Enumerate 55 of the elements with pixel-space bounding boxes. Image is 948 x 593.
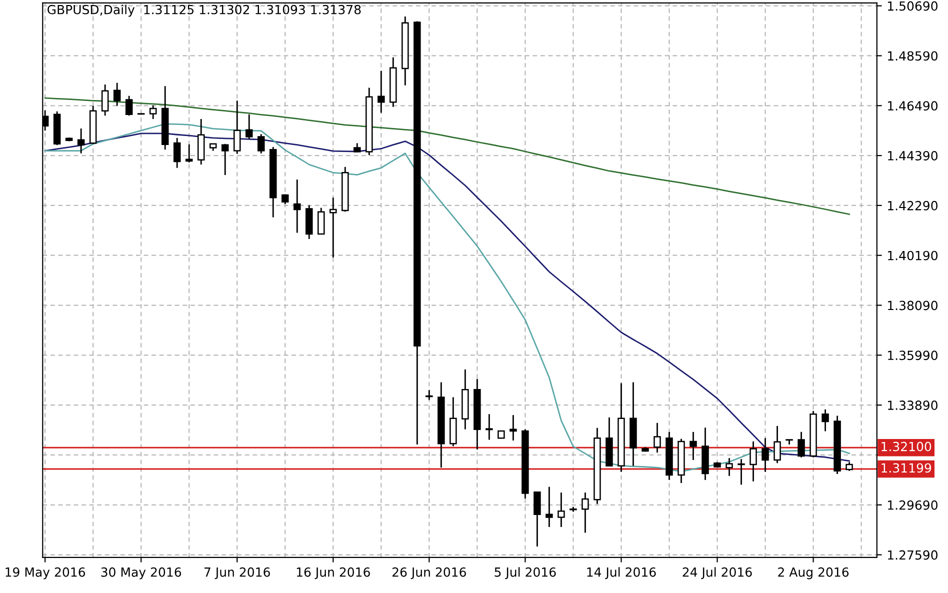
- candlestick: [786, 439, 793, 446]
- candlestick: [221, 143, 229, 176]
- x-tick-label: 30 May 2016: [101, 567, 182, 580]
- candlestick: [558, 492, 565, 528]
- ref-line-label: 1.32100: [882, 442, 932, 452]
- candlestick: [774, 425, 781, 464]
- x-tick-label: 16 Jun 2016: [296, 567, 370, 580]
- candlestick: [486, 413, 493, 440]
- y-tick-label: 1.44390: [888, 151, 938, 160]
- candlestick: [426, 389, 433, 401]
- y-tick-label: 1.46490: [888, 101, 938, 111]
- chart-title: GBPUSD,Daily 1.31125 1.31302 1.31093 1.31378: [48, 4, 361, 17]
- candlestick: [257, 133, 265, 154]
- candlestick: [101, 84, 109, 116]
- y-tick-label: 1.27590: [888, 550, 938, 560]
- y-tick-label: 1.35990: [888, 350, 938, 360]
- y-tick-label: 1.29690: [888, 500, 938, 510]
- candlestick: [113, 82, 121, 107]
- candlestick: [318, 207, 325, 235]
- y-tick-label: 1.38090: [888, 300, 938, 310]
- candlestick: [546, 486, 553, 528]
- candlestick: [294, 178, 301, 234]
- candlestick: [534, 491, 541, 548]
- candlestick: [149, 104, 157, 120]
- candlestick: [750, 440, 757, 482]
- x-tick-label: 26 Jun 2016: [392, 567, 466, 580]
- candlestick: [173, 137, 181, 169]
- candlestick: [330, 196, 337, 258]
- candlestick: [245, 114, 253, 140]
- candlestick: [726, 457, 733, 477]
- x-tick-label: 5 Jul 2016: [494, 567, 556, 580]
- candlestick: [762, 437, 769, 473]
- candlestick: [798, 431, 805, 458]
- candlestick: [378, 70, 385, 114]
- y-tick-label: 1.48590: [888, 51, 938, 61]
- candlestick: [77, 128, 85, 154]
- candlestick: [690, 431, 697, 461]
- candlestick: [233, 100, 241, 155]
- ref-line-label: 1.31199: [882, 463, 932, 473]
- y-tick-label: 1.42290: [888, 200, 938, 210]
- x-tick-label: 19 May 2016: [6, 567, 86, 580]
- x-tick-label: 14 Jul 2016: [587, 567, 656, 580]
- candlestick: [654, 422, 661, 454]
- candlestick: [510, 414, 517, 442]
- candlestick: [125, 95, 133, 116]
- candlestick: [738, 458, 745, 486]
- y-tick-label: 1.33890: [888, 400, 938, 410]
- candlestick: [822, 408, 829, 432]
- x-tick-label: 24 Jul 2016: [682, 567, 752, 580]
- candlestick: [185, 144, 193, 164]
- y-tick-label: 1.40190: [888, 250, 938, 260]
- x-tick-label: 2 Aug 2016: [778, 567, 849, 580]
- y-tick-label: 1.50690: [888, 1, 938, 11]
- x-tick-label: 7 Jun 2016: [204, 567, 270, 580]
- candlestick: [582, 492, 589, 534]
